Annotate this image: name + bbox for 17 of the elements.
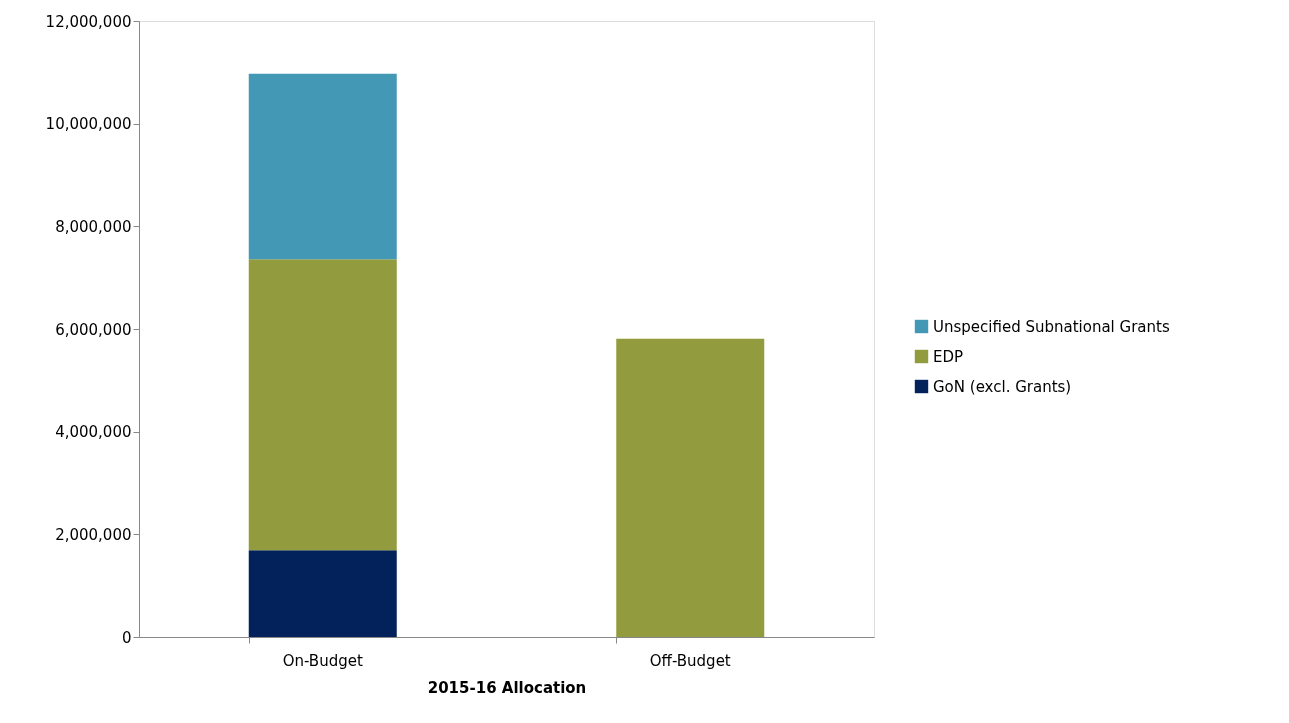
y-tick-label: 6,000,000 (55, 320, 132, 339)
x-tick-label: On-Budget (282, 651, 363, 670)
legend-label: GoN (excl. Grants) (933, 377, 1072, 396)
bar (248, 259, 397, 551)
bar (248, 73, 397, 260)
bar (616, 338, 765, 637)
y-tick-label: 4,000,000 (55, 423, 132, 442)
x-tick-label: Off-Budget (649, 651, 731, 670)
legend-label: Unspecified Subnational Grants (933, 317, 1170, 336)
y-tick-label: 2,000,000 (55, 525, 132, 544)
y-tick-label: 10,000,000 (45, 115, 132, 134)
y-tick-label: 0 (121, 628, 132, 647)
y-tick-label: 12,000,000 (45, 12, 132, 31)
y-tick-label: 8,000,000 (55, 217, 132, 236)
legend-label: EDP (933, 347, 964, 366)
bar (248, 550, 397, 637)
x-axis-title: 2015-16 Allocation (427, 678, 587, 697)
